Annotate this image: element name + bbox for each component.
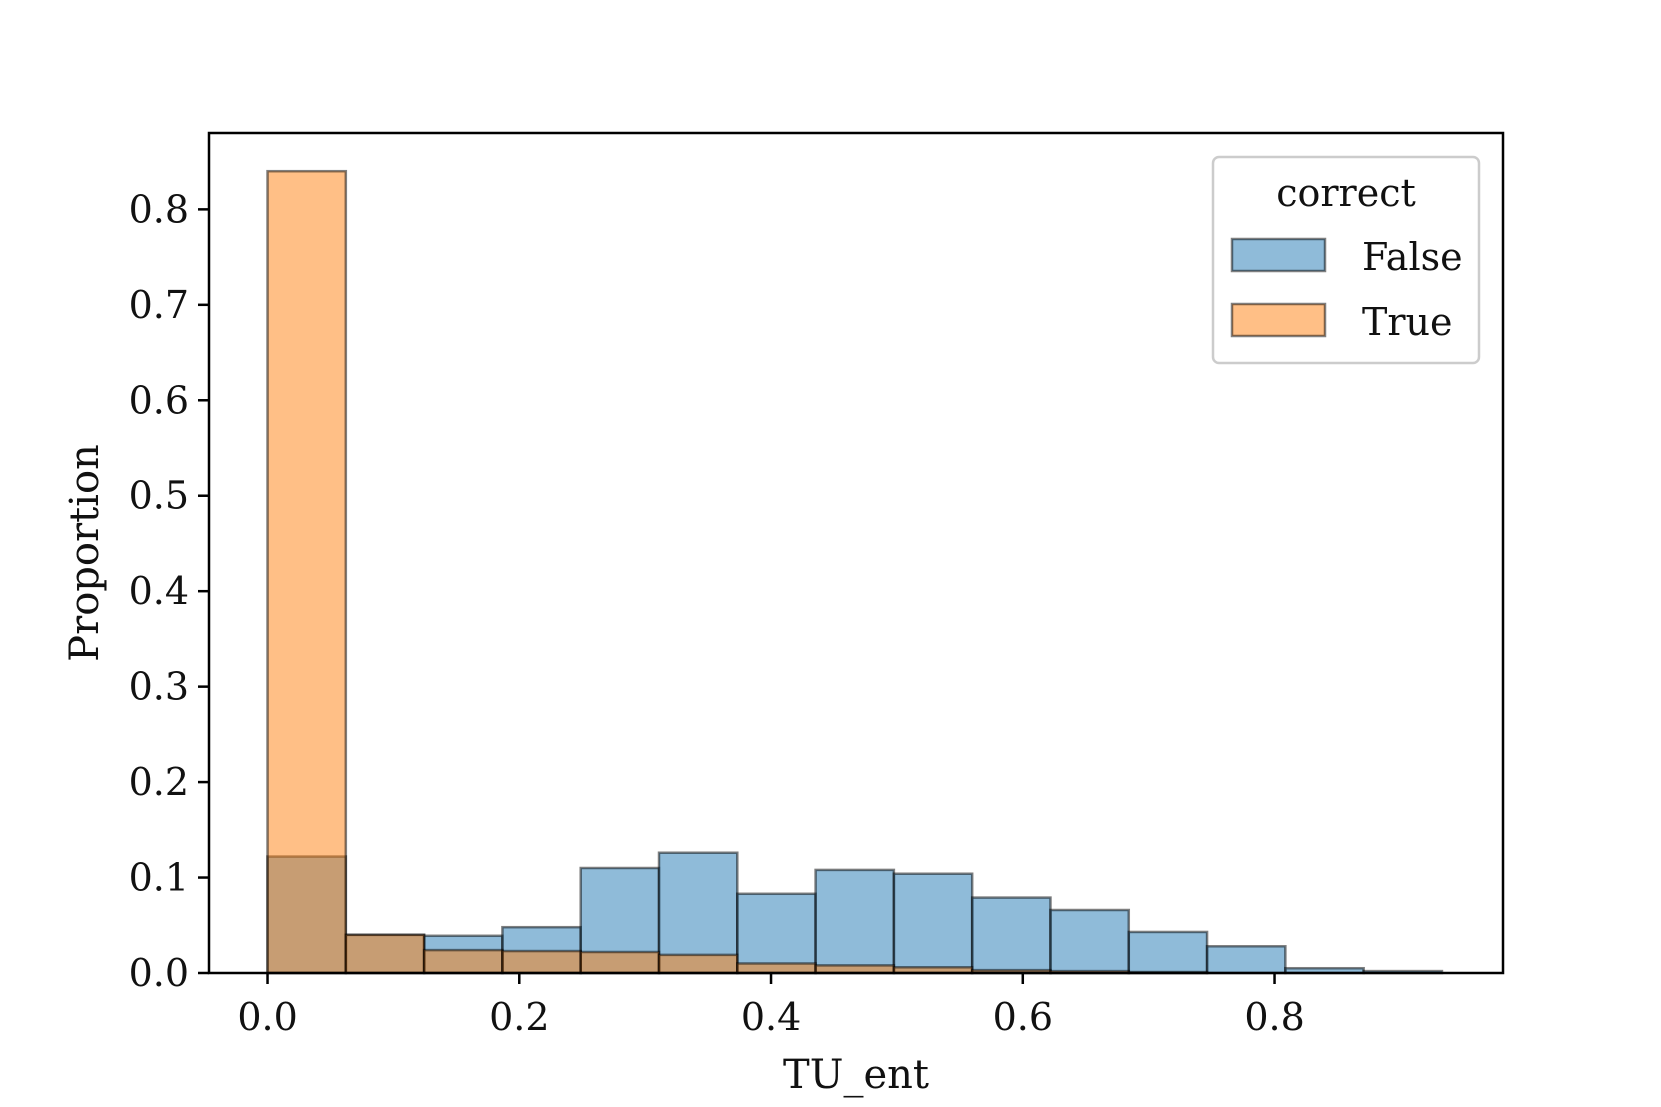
y-tick-label: 0.8 — [129, 187, 189, 231]
legend-title: correct — [1276, 171, 1416, 215]
plot-frame — [207, 131, 1505, 975]
legend-swatch-false — [1230, 237, 1327, 273]
legend-swatch-true — [1230, 302, 1327, 338]
bar-true-0 — [266, 169, 348, 975]
bar-false-12 — [1205, 945, 1287, 975]
x-tick-label: 0.8 — [1244, 995, 1304, 1039]
bar-false-7 — [814, 868, 896, 975]
bar-true-4 — [579, 950, 661, 975]
bar-false-6 — [736, 892, 817, 975]
bar-false-8 — [892, 872, 974, 975]
x-tick-label: 0.4 — [741, 995, 801, 1039]
x-axis-ticks: 0.0 0.2 0.4 0.6 0.8 — [237, 973, 1305, 1039]
y-axis-ticks: 0.0 0.1 0.2 0.3 0.4 0.5 0.6 0.7 0.8 — [129, 187, 209, 995]
x-tick-label: 0.0 — [237, 995, 297, 1039]
x-tick-label: 0.2 — [489, 995, 549, 1039]
y-tick-label: 0.4 — [129, 569, 189, 613]
bar-false-5 — [657, 851, 739, 975]
bar-true-6 — [736, 962, 817, 975]
bar-false-11 — [1127, 930, 1209, 975]
y-tick-label: 0.2 — [129, 760, 189, 804]
x-tick-label: 0.6 — [993, 995, 1053, 1039]
bar-false-10 — [1049, 908, 1131, 975]
x-axis-label: TU_ent — [783, 1052, 929, 1098]
y-tick-label: 0.5 — [129, 474, 189, 518]
bar-false-9 — [970, 896, 1052, 975]
y-tick-label: 0.0 — [129, 951, 189, 995]
y-tick-label: 0.1 — [129, 856, 189, 900]
y-tick-label: 0.3 — [129, 665, 189, 709]
y-tick-label: 0.6 — [129, 378, 189, 422]
bar-true-5 — [657, 953, 739, 975]
legend-label-true: True — [1362, 300, 1452, 344]
bar-true-2 — [422, 948, 504, 975]
bar-true-1 — [344, 933, 426, 975]
bar-true-3 — [501, 949, 582, 975]
legend: correct False True — [1211, 155, 1481, 365]
y-tick-label: 0.7 — [129, 283, 189, 327]
y-axis-label: Proportion — [62, 444, 108, 662]
legend-label-false: False — [1362, 235, 1463, 279]
